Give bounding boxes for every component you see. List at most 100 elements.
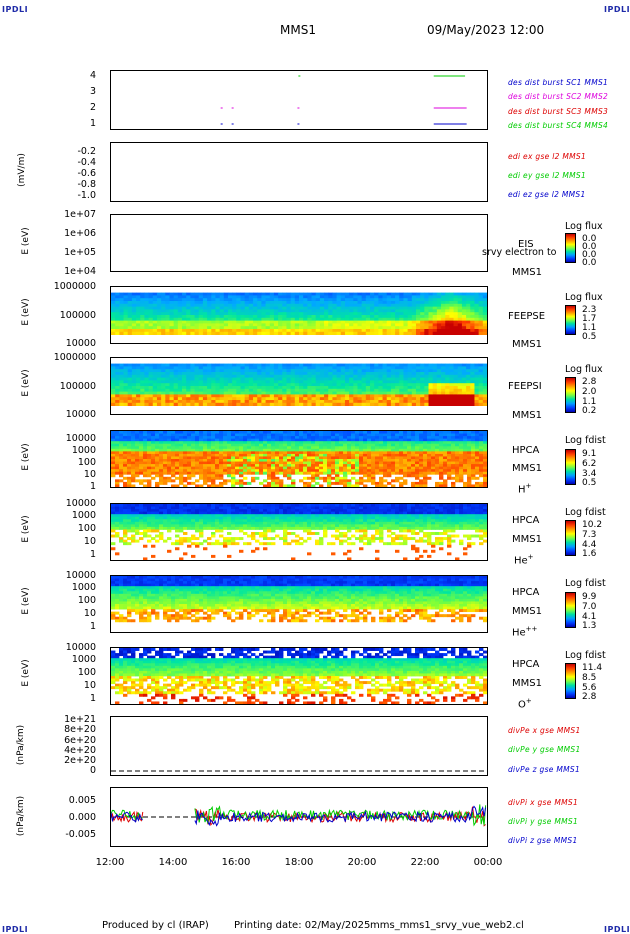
- spectrogram-cell: [441, 295, 446, 299]
- spectrogram-cell: [232, 306, 237, 310]
- spectrogram-cell: [271, 481, 276, 485]
- spectrogram-cell: [415, 436, 420, 440]
- spectrogram-cell: [202, 323, 208, 327]
- spectrogram-cell: [383, 484, 388, 487]
- spectrogram-cell: [441, 301, 446, 305]
- spectrogram-cell: [286, 326, 292, 330]
- spectrogram-cell: [363, 433, 368, 437]
- spectrogram-cell: [363, 436, 368, 440]
- spectrogram-cell: [161, 309, 166, 313]
- spectrogram-cell: [449, 394, 454, 398]
- spectrogram-cell: [151, 433, 156, 437]
- spectrogram-cell: [336, 323, 342, 327]
- spectrogram-cell: [461, 298, 467, 302]
- spectrogram-cell: [478, 315, 484, 319]
- spectrogram-cell: [471, 464, 476, 468]
- spectrogram-cell: [423, 431, 428, 434]
- spectrogram-cell: [140, 397, 145, 401]
- spectrogram-cell: [171, 448, 176, 452]
- spectrogram-cell: [428, 315, 434, 319]
- spectrogram-cell: [156, 329, 162, 333]
- spectrogram-cell: [339, 448, 344, 452]
- spectrogram-cell: [303, 394, 308, 398]
- spectrogram-cell: [423, 446, 428, 450]
- spectrogram-cell: [227, 374, 233, 378]
- spectrogram-cell: [171, 453, 176, 457]
- spectrogram-cell: [259, 461, 264, 465]
- spectrogram-cell: [248, 366, 254, 370]
- spectrogram-cell: [424, 306, 429, 310]
- spectrogram-cell: [244, 312, 250, 316]
- spectrogram-cell: [351, 441, 356, 445]
- spectrogram-cell: [295, 431, 300, 434]
- spectrogram-cell: [463, 448, 468, 452]
- spectrogram-cell: [278, 326, 283, 330]
- spectrogram-cell: [144, 298, 149, 302]
- spectrogram-cell: [445, 397, 450, 401]
- spectrogram-cell: [143, 456, 148, 460]
- spectrogram-cell: [148, 329, 154, 333]
- spectrogram-cell: [243, 431, 248, 434]
- spectrogram-cell: [474, 303, 480, 307]
- spectrogram-cell: [275, 438, 280, 442]
- spectrogram-cell: [424, 329, 429, 333]
- spectrogram-cell: [294, 372, 300, 376]
- spectrogram-cell: [328, 306, 333, 310]
- spectrogram-cell: [165, 374, 170, 378]
- spectrogram-cell: [227, 471, 232, 475]
- spectrogram-cell: [219, 451, 224, 455]
- spectrogram-cell: [299, 461, 304, 465]
- spectrogram-cell: [278, 377, 283, 381]
- spectrogram-cell: [278, 369, 283, 373]
- spectrogram-cell: [303, 443, 308, 447]
- spectrogram-cell: [179, 464, 184, 468]
- spectrogram-cell: [190, 388, 195, 392]
- spectrogram-cell: [135, 504, 140, 507]
- spectrogram-cell: [161, 298, 166, 302]
- spectrogram-cell: [248, 329, 254, 333]
- spectrogram-cell: [327, 448, 332, 452]
- spectrogram-cell: [323, 459, 328, 462]
- spectrogram-cell: [265, 383, 271, 387]
- spectrogram-cell: [459, 459, 464, 462]
- spectrogram-cell: [466, 301, 471, 305]
- spectrogram-cell: [183, 448, 188, 452]
- spectrogram-cell: [382, 306, 388, 310]
- spectrogram-cell: [211, 306, 216, 310]
- spectrogram-cell: [479, 438, 484, 442]
- spectrogram-cell: [115, 448, 120, 452]
- spectrogram-cell: [136, 295, 141, 299]
- spectrogram-cell: [386, 323, 392, 327]
- spectrogram-cell: [282, 363, 287, 367]
- spectrogram-cell: [156, 331, 162, 335]
- spectrogram-cell: [267, 474, 272, 478]
- spectrogram-cell: [215, 388, 221, 392]
- spectrogram-cell: [147, 516, 152, 520]
- spectrogram-cell: [387, 466, 392, 470]
- spectrogram-cell: [155, 471, 160, 475]
- spectrogram-cell: [267, 448, 272, 452]
- spectrogram-cell: [382, 363, 388, 367]
- spectrogram-cell: [211, 466, 216, 470]
- spectrogram-cell: [399, 301, 404, 305]
- spectrogram-cell: [251, 431, 256, 434]
- spectrogram-cell: [155, 441, 160, 445]
- spectrogram-cell: [240, 402, 246, 406]
- spectrogram-cell: [286, 306, 292, 310]
- spectrogram-cell: [219, 476, 224, 480]
- spectrogram-cell: [219, 312, 225, 316]
- spectrogram-cell: [379, 459, 384, 462]
- spectrogram-cell: [324, 309, 329, 313]
- spectrogram-cell: [127, 537, 132, 541]
- spectrogram-cell: [470, 380, 475, 384]
- spectrogram-cell: [403, 461, 408, 465]
- spectrogram-cell: [463, 481, 468, 485]
- spectrogram-cell: [155, 469, 160, 473]
- spectrogram-cell: [111, 315, 116, 319]
- spectrogram-cell: [198, 374, 204, 378]
- spectrogram-cell: [236, 366, 241, 370]
- spectrogram-cell: [315, 369, 321, 373]
- spectrogram-cell: [390, 397, 396, 401]
- spectrogram-cell: [443, 459, 448, 462]
- spectrogram-cell: [415, 301, 421, 305]
